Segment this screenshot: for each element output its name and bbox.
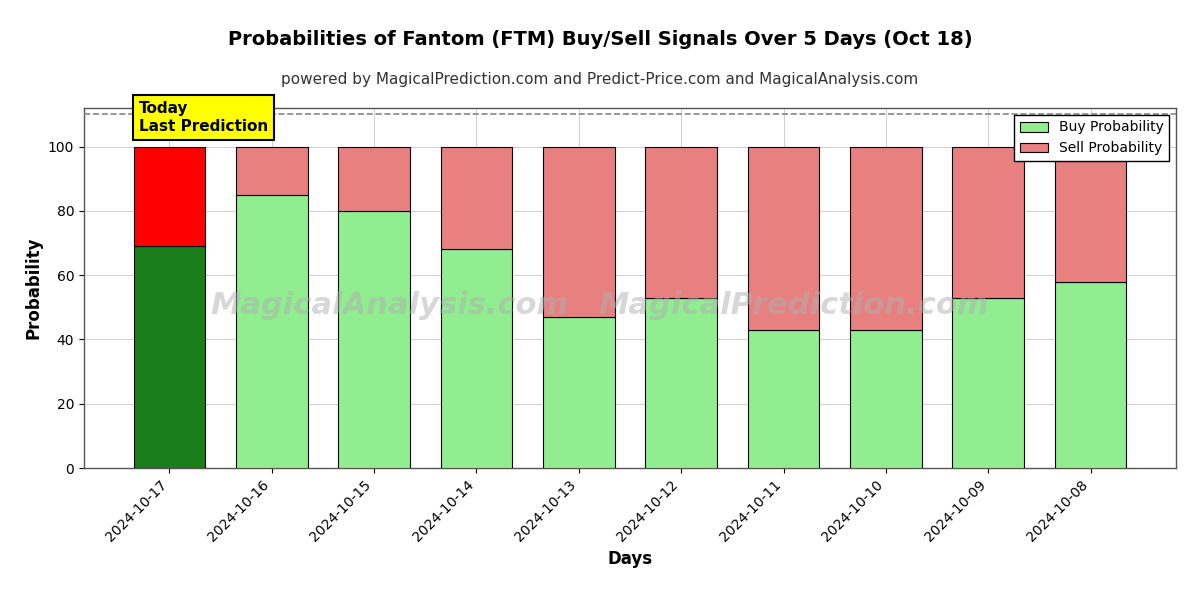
Bar — [953, 298, 1024, 468]
Bar — [338, 211, 410, 468]
Bar — [236, 146, 307, 195]
Bar — [440, 146, 512, 250]
Bar — [1055, 281, 1127, 468]
Bar — [953, 146, 1024, 298]
Bar — [850, 330, 922, 468]
Legend: Buy Probability, Sell Probability: Buy Probability, Sell Probability — [1014, 115, 1169, 161]
Bar — [338, 146, 410, 211]
Bar — [236, 195, 307, 468]
Bar — [133, 246, 205, 468]
Text: MagicalPrediction.com: MagicalPrediction.com — [599, 292, 989, 320]
Bar — [646, 146, 716, 298]
Text: MagicalAnalysis.com: MagicalAnalysis.com — [211, 292, 569, 320]
Bar — [133, 146, 205, 246]
Text: Probabilities of Fantom (FTM) Buy/Sell Signals Over 5 Days (Oct 18): Probabilities of Fantom (FTM) Buy/Sell S… — [228, 30, 972, 49]
Bar — [646, 298, 716, 468]
Bar — [544, 146, 614, 317]
Bar — [748, 330, 820, 468]
Bar — [1055, 146, 1127, 281]
Y-axis label: Probability: Probability — [24, 237, 42, 339]
Bar — [850, 146, 922, 330]
Bar — [748, 146, 820, 330]
Bar — [544, 317, 614, 468]
Text: Today
Last Prediction: Today Last Prediction — [139, 101, 268, 134]
X-axis label: Days: Days — [607, 550, 653, 568]
Text: powered by MagicalPrediction.com and Predict-Price.com and MagicalAnalysis.com: powered by MagicalPrediction.com and Pre… — [281, 72, 919, 87]
Bar — [440, 250, 512, 468]
